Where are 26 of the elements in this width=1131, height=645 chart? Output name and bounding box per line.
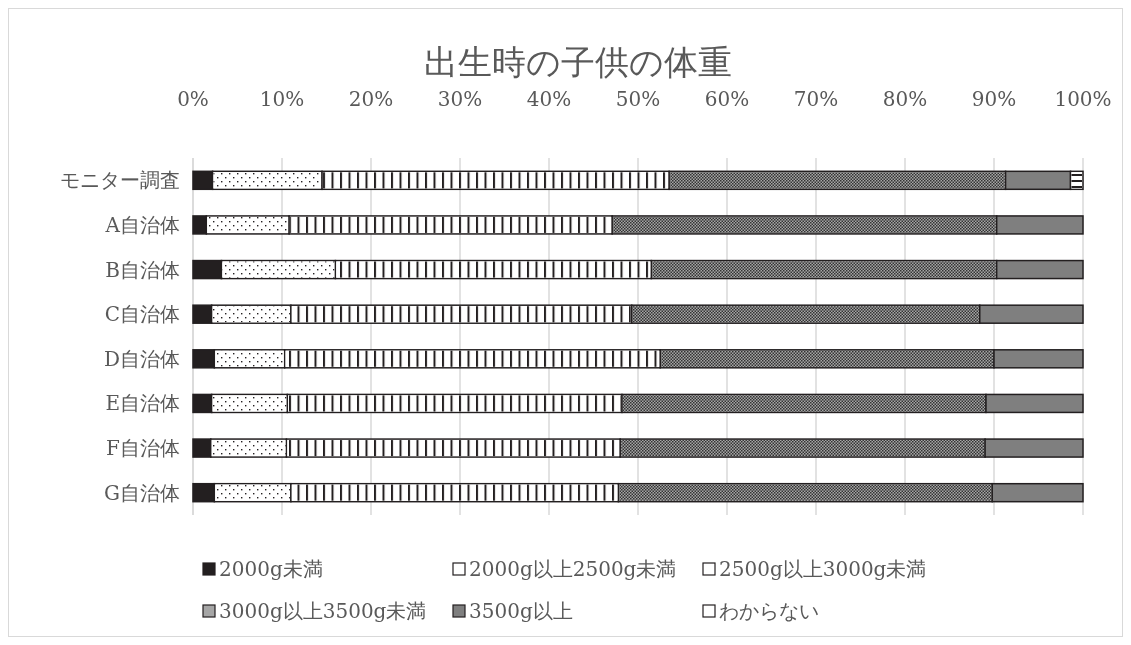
y-tick-label: モニター調査 [60, 168, 180, 193]
y-tick-label: B自治体 [105, 257, 180, 282]
y-tick-label: C自治体 [104, 302, 180, 327]
y-tick-label: F自治体 [106, 436, 180, 461]
x-tick-label: 60% [704, 87, 750, 111]
x-tick-label: 0% [177, 87, 209, 111]
x-tick-label: 100% [1054, 87, 1112, 111]
legend-label: 2500g以上3000g未満 [719, 557, 927, 581]
x-tick-label: 40% [526, 87, 572, 111]
y-tick-label: E自治体 [105, 391, 180, 416]
y-tick-label: D自治体 [103, 346, 180, 371]
y-tick-label: G自治体 [104, 480, 180, 505]
chart-title: 出生時の子供の体重 [423, 42, 732, 82]
x-tick-label: 50% [615, 87, 661, 111]
x-tick-label: 70% [793, 87, 839, 111]
x-tick-label: 80% [882, 87, 928, 111]
x-tick-label: 10% [259, 87, 305, 111]
legend-label: 3000g以上3500g未満 [219, 599, 427, 623]
x-tick-label: 90% [971, 87, 1017, 111]
y-tick-label: A自治体 [104, 212, 180, 237]
legend-label: 2000g以上2500g未満 [469, 557, 677, 581]
x-tick-label: 30% [437, 87, 483, 111]
legend-label: 3500g以上 [469, 599, 573, 623]
legend-label: わからない [719, 599, 819, 623]
x-tick-label: 20% [348, 87, 394, 111]
legend-label: 2000g未満 [219, 557, 323, 581]
